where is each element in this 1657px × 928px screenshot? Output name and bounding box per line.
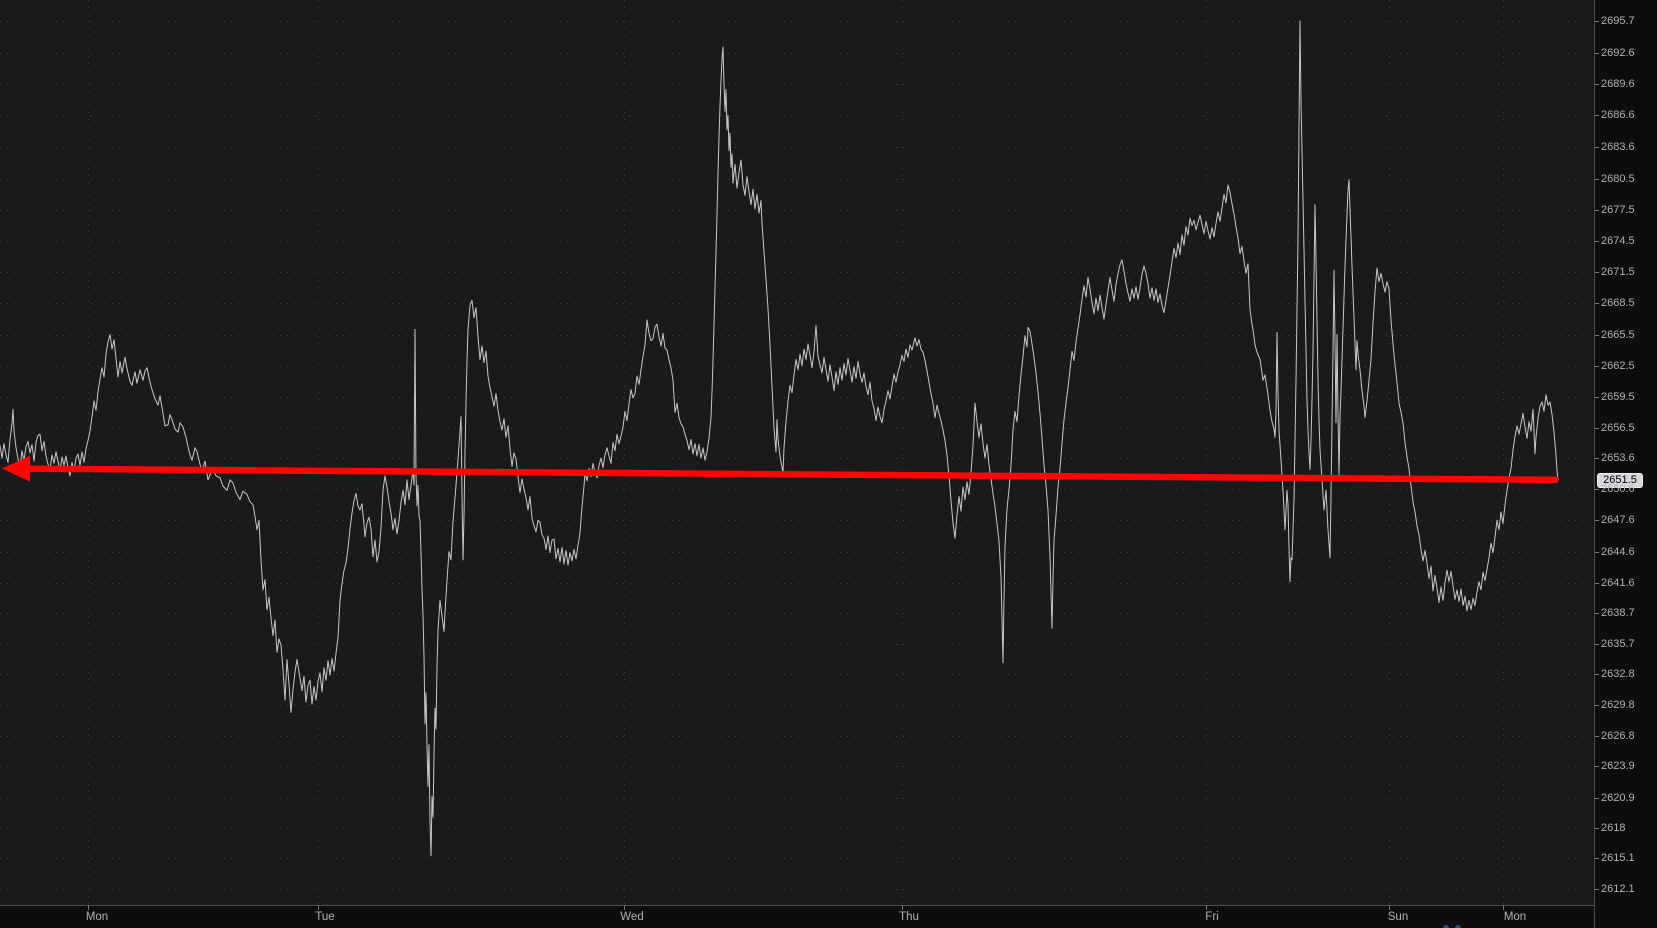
price-tick-label: 2695.7 (1601, 14, 1635, 27)
price-axis-tick (1595, 520, 1599, 521)
price-tick-label: 2641.6 (1601, 576, 1635, 589)
time-axis-tick (318, 905, 319, 910)
day-label: Mon (85, 911, 109, 923)
price-tick-label: 2632.8 (1601, 667, 1635, 680)
last-price-badge: 2651.5 (1597, 472, 1643, 488)
price-axis-tick (1595, 241, 1599, 242)
day-label: Mon (1503, 911, 1527, 923)
price-tick-label: 2644.6 (1601, 545, 1635, 558)
price-axis-tick (1595, 210, 1599, 211)
price-tick-label: 2680.5 (1601, 172, 1635, 185)
price-axis-tick (1595, 613, 1599, 614)
price-tick-label: 2656.5 (1601, 421, 1635, 434)
price-axis-tick (1595, 303, 1599, 304)
price-axis-tick (1595, 644, 1599, 645)
price-axis-tick (1595, 179, 1599, 180)
time-axis-tick (1389, 905, 1390, 910)
price-axis-tick (1595, 798, 1599, 799)
time-axis-tick (902, 905, 903, 910)
price-axis-tick (1595, 147, 1599, 148)
day-label: Fri (1205, 911, 1219, 923)
price-tick-label: 2635.7 (1601, 637, 1635, 650)
price-tick-label: 2638.7 (1601, 606, 1635, 619)
price-axis-tick (1595, 828, 1599, 829)
price-axis-tick (1595, 397, 1599, 398)
time-axis-tick (1206, 905, 1207, 910)
price-axis-tick (1595, 366, 1599, 367)
price-tick-label: 2647.6 (1601, 513, 1635, 526)
tradingview-logo-fragment (1443, 924, 1465, 928)
price-tick-label: 2626.8 (1601, 729, 1635, 742)
price-axis[interactable]: 2651.5 2695.7 2692.6 2689.6 2686.6 2683.6 268… (1594, 0, 1657, 928)
price-tick-label: 2683.6 (1601, 140, 1635, 153)
price-tick-label: 2650.6 (1601, 482, 1635, 495)
chart-canvas (0, 0, 1594, 905)
price-tick-label: 2668.5 (1601, 296, 1635, 309)
price-axis-tick (1595, 272, 1599, 273)
price-tick-label: 2623.9 (1601, 759, 1635, 772)
day-label: Thu (899, 911, 919, 923)
price-axis-tick (1595, 335, 1599, 336)
day-label: Wed (620, 911, 644, 923)
price-tick-label: 2671.5 (1601, 265, 1635, 278)
chart-plot-area[interactable] (0, 0, 1594, 905)
price-axis-tick (1595, 115, 1599, 116)
price-axis-tick (1595, 489, 1599, 490)
price-axis-tick (1595, 552, 1599, 553)
time-axis-tick (624, 905, 625, 910)
time-axis-tick (88, 905, 89, 910)
day-label: Sun (1387, 911, 1409, 923)
price-axis-tick (1595, 736, 1599, 737)
price-axis-tick (1595, 84, 1599, 85)
price-axis-tick (1595, 583, 1599, 584)
price-tick-label: 2620.9 (1601, 791, 1635, 804)
price-tick-label: 2662.5 (1601, 359, 1635, 372)
price-tick-label: 2653.6 (1601, 451, 1635, 464)
price-tick-label: 2612.1 (1601, 882, 1635, 895)
day-label: Tue (315, 911, 335, 923)
price-axis-tick (1595, 674, 1599, 675)
price-tick-label: 2692.6 (1601, 46, 1635, 59)
price-tick-label: 2629.8 (1601, 698, 1635, 711)
price-tick-label: 2615.1 (1601, 851, 1635, 864)
price-line-series (0, 20, 1559, 857)
price-axis-tick (1595, 705, 1599, 706)
price-tick-label: 2677.5 (1601, 203, 1635, 216)
price-axis-tick (1595, 889, 1599, 890)
price-tick-label: 2686.6 (1601, 108, 1635, 121)
price-tick-label: 2674.5 (1601, 234, 1635, 247)
price-tick-label: 2689.6 (1601, 77, 1635, 90)
price-axis-tick (1595, 428, 1599, 429)
price-axis-tick (1595, 766, 1599, 767)
time-axis[interactable]: Mon Tue Wed Thu Fri Sun Mon (0, 905, 1594, 928)
price-tick-label: 2659.5 (1601, 390, 1635, 403)
price-axis-tick (1595, 858, 1599, 859)
price-tick-label: 2665.5 (1601, 328, 1635, 341)
time-axis-tick (1503, 905, 1504, 910)
price-axis-tick (1595, 21, 1599, 22)
price-tick-label: 2618 (1601, 821, 1626, 834)
trend-arrow[interactable] (2, 455, 1559, 484)
price-axis-tick (1595, 458, 1599, 459)
price-axis-tick (1595, 53, 1599, 54)
